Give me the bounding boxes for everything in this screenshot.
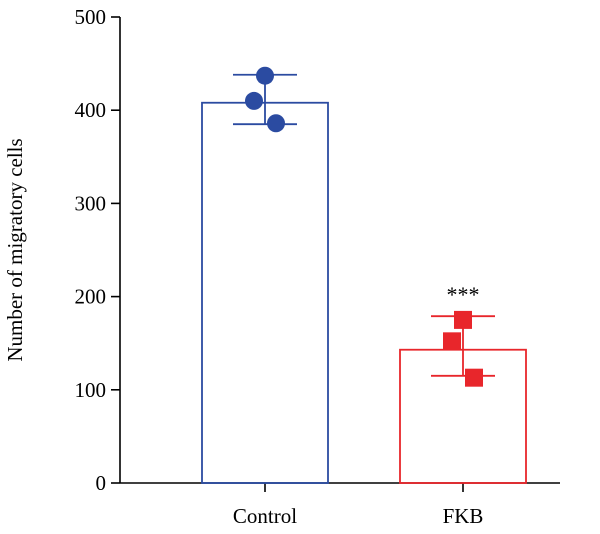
y-axis-title: Number of migratory cells xyxy=(3,138,27,361)
y-tick-label-0: 0 xyxy=(96,471,107,495)
bar-control xyxy=(201,101,329,484)
point-control-3 xyxy=(267,114,285,133)
x-tick-label-fkb: FKB xyxy=(443,504,484,528)
y-tick-label-400: 400 xyxy=(75,98,107,122)
point-fkb-1 xyxy=(454,310,472,329)
axes: 0 100 200 300 400 500 xyxy=(75,5,560,495)
x-tick-label-control: Control xyxy=(233,504,297,528)
point-fkb-3 xyxy=(465,368,483,387)
y-tick-label-200: 200 xyxy=(75,285,107,309)
point-fkb-2 xyxy=(443,332,461,351)
y-tick-label-500: 500 xyxy=(75,5,107,29)
y-tick-label-300: 300 xyxy=(75,191,107,215)
data-points xyxy=(245,66,483,387)
labels: Control FKB *** xyxy=(233,282,484,528)
point-control-2 xyxy=(245,91,263,110)
y-tick-label-100: 100 xyxy=(75,378,107,402)
point-control-1 xyxy=(256,66,274,85)
significance-fkb: *** xyxy=(447,282,480,307)
